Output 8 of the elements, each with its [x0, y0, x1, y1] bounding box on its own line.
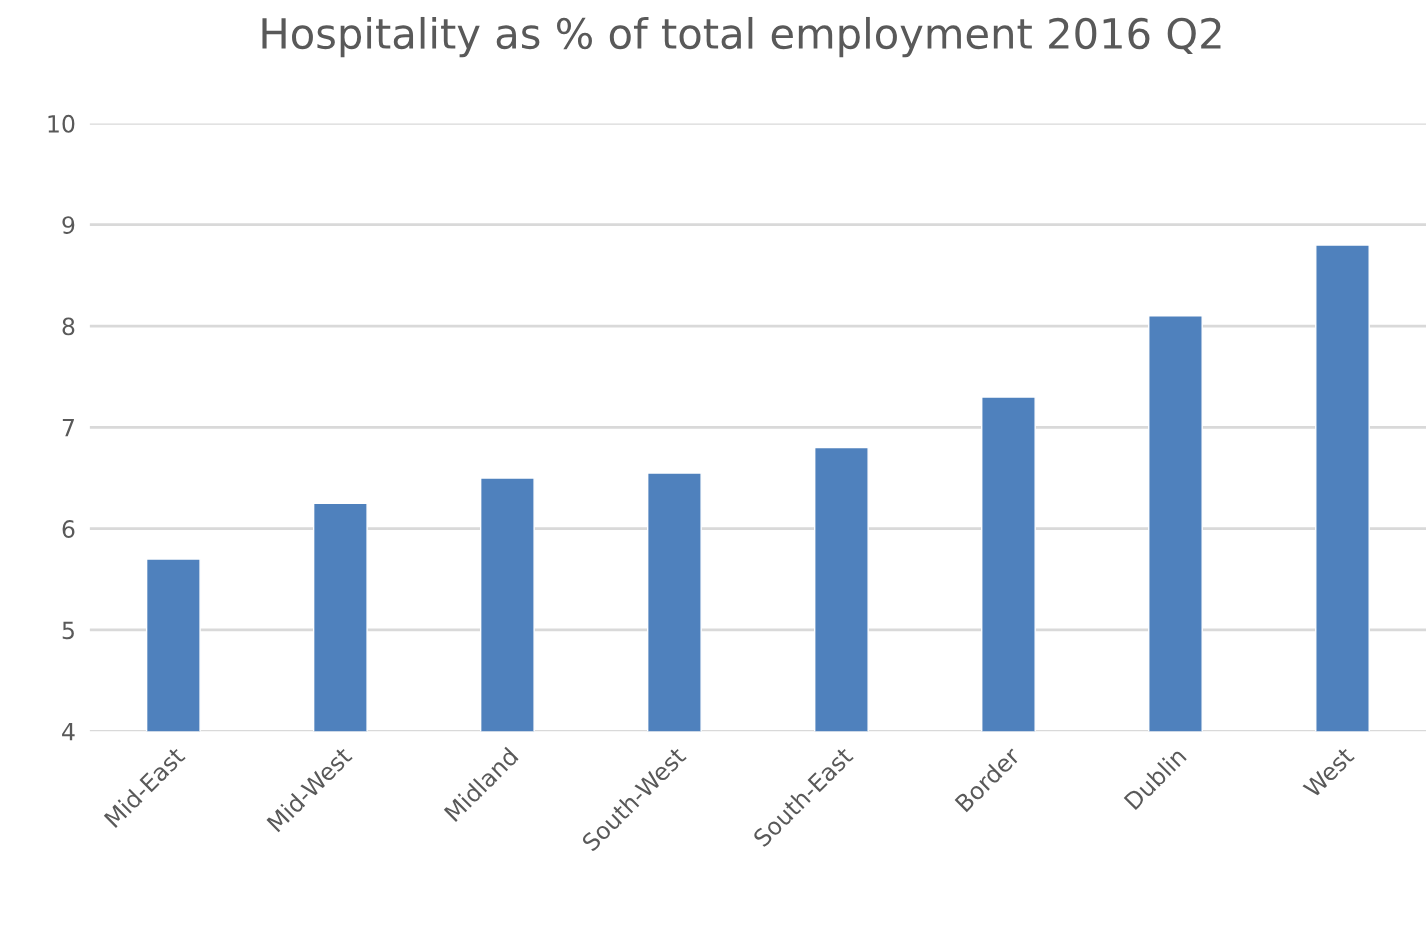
chart-title: Hospitality as % of total employment 2016 Q2 [262, 16, 1221, 58]
y-tick-label: 10 [48, 114, 75, 133]
y-tick-label: 8 [62, 317, 75, 336]
y-tick-label: 4 [62, 723, 75, 741]
y-tick-label: 6 [62, 520, 75, 538]
y-tick-label: 7 [62, 419, 74, 437]
y-tick-label: 5 [62, 621, 74, 640]
y-tick-label: 9 [62, 216, 75, 235]
